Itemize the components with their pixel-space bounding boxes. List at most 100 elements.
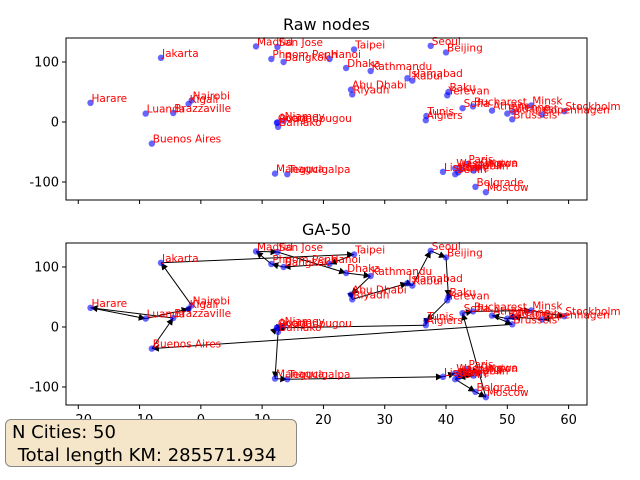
city-label-tunis: Tunis xyxy=(426,311,454,323)
city-label-beijing: Beijing xyxy=(447,247,483,259)
route-edge-minsk-to-stockholm xyxy=(531,310,565,319)
city-label-brussels: Brussels xyxy=(513,314,557,326)
route-edge-taipei-to-hanoi xyxy=(329,253,355,265)
city-label-riyadh: Riyadh xyxy=(353,84,389,96)
city-label-islamabad: Islamabad xyxy=(408,68,462,80)
city-label-madrid: Madrid xyxy=(257,241,293,253)
city-node-vienna xyxy=(510,108,517,116)
city-node-copenhagen xyxy=(539,316,546,323)
route-edge-bamako-to-managua xyxy=(271,331,279,379)
city-node-ottawa xyxy=(475,369,483,376)
city-node-madrid xyxy=(252,248,260,255)
city-node-abu-dhabi xyxy=(347,291,355,298)
chart-title: Raw nodes xyxy=(283,15,370,34)
route-edge-phnom-penh-to-madrid xyxy=(255,251,272,265)
city-node-moscow xyxy=(482,189,490,196)
city-label-nairobi: Nairobi xyxy=(193,295,230,307)
city-label-phnom-penh: Phnom Penh xyxy=(272,49,337,61)
city-label-baku: Baku xyxy=(449,287,475,299)
city-label-belgrade: Belgrade xyxy=(476,177,523,189)
city-label-brazzaville: Brazzaville xyxy=(174,103,231,115)
x-tick-label: 60 xyxy=(560,413,577,428)
city-node-phnom-penh xyxy=(268,55,275,63)
city-label-dublin: Dublin xyxy=(475,161,509,173)
city-label-sofia: Sofia xyxy=(464,98,490,110)
city-label-yerevan: Yerevan xyxy=(447,85,489,97)
city-node-luanda xyxy=(142,110,149,117)
route-edge-nairobi-to-jakarta xyxy=(160,262,193,306)
city-node-hanoi xyxy=(326,260,333,268)
city-label-niamey: Niamey xyxy=(285,111,325,123)
route-edge-stockholm-to-copenhagen xyxy=(542,315,565,322)
city-label-seoul: Seoul xyxy=(432,36,461,48)
city-node-kabul xyxy=(409,77,416,84)
city-node-rome xyxy=(455,169,462,176)
city-label-san-jose: San Jose xyxy=(278,37,323,49)
city-label-bamako: Bamako xyxy=(279,322,321,334)
total-length-text: Total length KM: 285571.934 xyxy=(12,445,277,466)
city-node-yerevan xyxy=(444,297,451,304)
city-label-vienna: Vienna xyxy=(514,307,550,319)
city-node-algiers xyxy=(422,322,429,329)
city-node-copenhagen xyxy=(539,111,546,118)
city-node-brussels xyxy=(509,116,516,123)
city-label-seoul: Seoul xyxy=(432,241,461,253)
city-label-havana: Havana xyxy=(462,159,502,171)
city-label-havana: Havana xyxy=(462,364,502,376)
city-label-jakarta: Jakarta xyxy=(161,253,199,265)
route-edge-kathmandu-to-abu-dhabi xyxy=(350,275,371,295)
city-node-stockholm xyxy=(561,313,568,320)
city-label-lisbon: Lisbon xyxy=(444,367,478,379)
city-node-dublin xyxy=(470,372,477,379)
route-edge-yerevan-to-tunis xyxy=(426,299,448,322)
city-node-harare xyxy=(87,99,94,107)
x-tick-label: 30 xyxy=(376,413,393,428)
city-label-bucharest: Bucharest xyxy=(474,301,527,313)
city-label-yerevan: Yerevan xyxy=(447,290,489,302)
city-label-taipei: Taipei xyxy=(354,39,385,51)
city-label-buenos-aires: Buenos Aires xyxy=(153,134,221,146)
city-node-buenos-aires xyxy=(148,140,156,147)
route-edge-brazzaville-to-harare xyxy=(90,305,174,319)
city-label-bamako: Bamako xyxy=(279,117,321,129)
route-edge-jakarta-to-taipei xyxy=(160,251,355,264)
city-label-tunis: Tunis xyxy=(426,106,454,118)
city-label-athens: Athens xyxy=(493,306,529,318)
route-edge-brussels-to-buenos-aires xyxy=(151,323,513,352)
city-label-berlin: Berlin xyxy=(456,164,486,176)
y-tick-label: 0 xyxy=(51,116,59,131)
city-node-abu-dhabi xyxy=(347,86,355,93)
city-node-athens xyxy=(488,107,496,114)
city-node-lisbon xyxy=(439,168,447,175)
city-label-luanda: Luanda xyxy=(147,309,186,321)
city-label-athens: Athens xyxy=(493,101,529,113)
city-node-islamabad xyxy=(404,280,411,287)
axes-frame xyxy=(65,242,588,406)
city-node-algiers xyxy=(422,117,429,124)
x-tick-label: 40 xyxy=(438,413,455,428)
city-label-taipei: Taipei xyxy=(354,244,385,256)
city-label-madrid: Madrid xyxy=(257,36,293,48)
city-label-ouagadougou: Ouagadougou xyxy=(278,318,352,330)
city-label-sofia: Sofia xyxy=(464,303,490,315)
city-node-ottawa xyxy=(475,164,483,171)
city-label-paris: Paris xyxy=(468,154,493,166)
city-label-lisbon: Lisbon xyxy=(444,162,478,174)
city-label-riyadh: Riyadh xyxy=(353,289,389,301)
city-node-paris xyxy=(464,365,471,373)
x-tick-label: 20 xyxy=(315,413,332,428)
city-label-tegucigalpa: Tegucigalpa xyxy=(287,164,350,176)
y-tick-label: 0 xyxy=(51,321,59,336)
city-label-moscow: Moscow xyxy=(487,182,529,194)
city-label-budapest: Budapest xyxy=(508,104,558,116)
city-label-dhaka: Dhaka xyxy=(347,263,381,275)
city-node-dhaka xyxy=(342,64,350,72)
chart-title: GA-50 xyxy=(302,220,351,239)
route-edge-algiers-to-ouagadougou xyxy=(276,324,426,332)
city-node-tegucigalpa xyxy=(284,376,291,383)
route-edge-san-jose-to-dhaka xyxy=(277,251,347,275)
city-label-luanda: Luanda xyxy=(147,104,186,116)
city-label-minsk: Minsk xyxy=(532,301,563,313)
city-node-taipei xyxy=(350,46,358,53)
city-node-san-jose xyxy=(274,248,281,256)
